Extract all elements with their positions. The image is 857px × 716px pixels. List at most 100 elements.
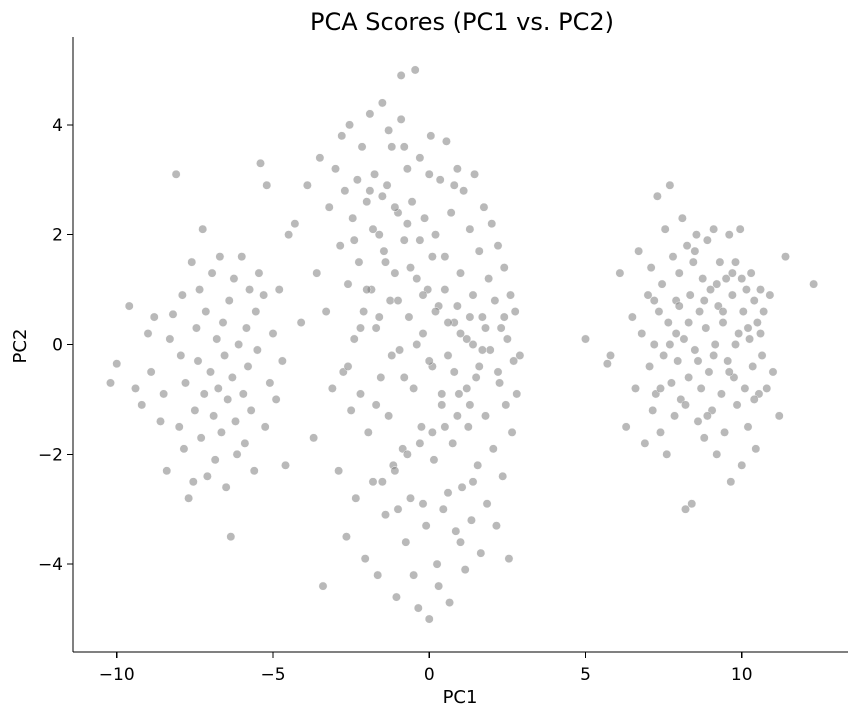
scatter-point <box>510 307 520 316</box>
scatter-point <box>657 279 667 289</box>
scatter-point <box>390 466 400 476</box>
scatter-point <box>377 477 387 487</box>
scatter-point <box>392 592 401 602</box>
scatter-point <box>499 312 509 322</box>
scatter-point <box>468 477 478 487</box>
scatter-point <box>768 367 778 377</box>
scatter-point <box>421 521 431 531</box>
scatter-point <box>146 367 156 377</box>
scatter-point <box>681 504 690 514</box>
scatter-point <box>452 164 462 174</box>
scatter-point <box>509 356 519 366</box>
y-axis-ticks: −4 −2 0 2 4 <box>38 116 73 575</box>
scatter-point <box>379 246 389 256</box>
scatter-point <box>390 268 400 278</box>
scatter-point <box>268 329 278 338</box>
scatter-point <box>752 318 762 327</box>
scatter-point <box>662 449 672 459</box>
scatter-point <box>493 241 503 251</box>
scatter-point <box>449 367 459 377</box>
scatter-point <box>381 257 390 267</box>
scatter-point <box>465 312 475 322</box>
scatter-point <box>384 411 394 421</box>
scatter-point <box>409 570 419 580</box>
scatter-point <box>481 323 490 333</box>
scatter-point <box>188 477 198 487</box>
scatter-point <box>402 164 412 174</box>
scatter-point <box>643 290 653 300</box>
scatter-point <box>335 241 345 251</box>
scatter-point <box>177 290 187 300</box>
scatter-point <box>712 449 722 459</box>
scatter-point <box>417 422 426 432</box>
scatter-point <box>737 460 747 470</box>
scatter-point <box>648 405 658 415</box>
scatter-point <box>470 169 479 179</box>
scatter-point <box>668 252 678 262</box>
scatter-point <box>321 307 331 316</box>
scatter-point <box>352 175 362 185</box>
scatter-point <box>704 367 714 377</box>
scatter-point <box>674 268 684 278</box>
scatter-point <box>359 307 369 316</box>
scatter-point <box>749 394 759 404</box>
scatter-point <box>213 384 223 393</box>
scatter-point <box>243 362 253 371</box>
scatter-point <box>207 268 217 278</box>
scatter-point <box>393 504 403 514</box>
scatter-point <box>674 301 684 311</box>
scatter-point <box>406 263 415 273</box>
scatter-point <box>448 438 458 448</box>
scatter-point <box>343 362 353 371</box>
scatter-point <box>695 307 704 316</box>
scatter-point <box>477 312 487 322</box>
scatter-point <box>499 263 509 273</box>
scatter-point <box>446 208 456 218</box>
scatter-point <box>229 274 239 284</box>
scatter-point <box>406 493 415 503</box>
scatter-point <box>418 290 428 300</box>
scatter-point <box>443 351 453 360</box>
scatter-point <box>351 493 361 503</box>
scatter-point <box>223 394 233 404</box>
scatter-point <box>429 455 439 465</box>
scatter-point <box>502 334 512 344</box>
scatter-point <box>290 219 300 229</box>
scatter-point <box>327 384 337 393</box>
scatter-point <box>227 373 237 382</box>
scatter-point <box>682 241 692 251</box>
scatter-point <box>435 175 445 185</box>
scatter-point <box>727 268 737 278</box>
scatter-point <box>640 438 650 448</box>
scatter-point <box>438 504 448 514</box>
scatter-point <box>131 384 140 393</box>
scatter-point <box>240 438 250 448</box>
scatter-point <box>302 180 312 190</box>
scatter-point <box>732 400 742 410</box>
scatter-point <box>387 142 397 152</box>
scatter-point <box>501 400 511 410</box>
scatter-point <box>112 359 122 369</box>
scatter-point <box>377 191 387 201</box>
scatter-point <box>443 318 453 327</box>
scatter-point <box>312 268 322 278</box>
scatter-point <box>381 510 390 520</box>
scatter-point <box>410 65 420 75</box>
scatter-point <box>440 422 450 432</box>
scatter-point <box>702 411 712 421</box>
scatter-point <box>457 482 467 492</box>
scatter-point <box>693 416 703 426</box>
scatter-point <box>449 180 459 190</box>
x-tick-label: 10 <box>731 665 753 685</box>
scatter-point <box>434 581 444 591</box>
scatter-point <box>452 411 462 421</box>
scatter-point <box>418 329 428 338</box>
scatter-point <box>409 384 419 393</box>
scatter-point <box>137 400 147 410</box>
scatter-point <box>781 252 790 262</box>
scatter-point <box>706 285 715 295</box>
scatter-point <box>412 340 422 349</box>
scatter-point <box>284 230 294 240</box>
scatter-point <box>192 323 201 333</box>
